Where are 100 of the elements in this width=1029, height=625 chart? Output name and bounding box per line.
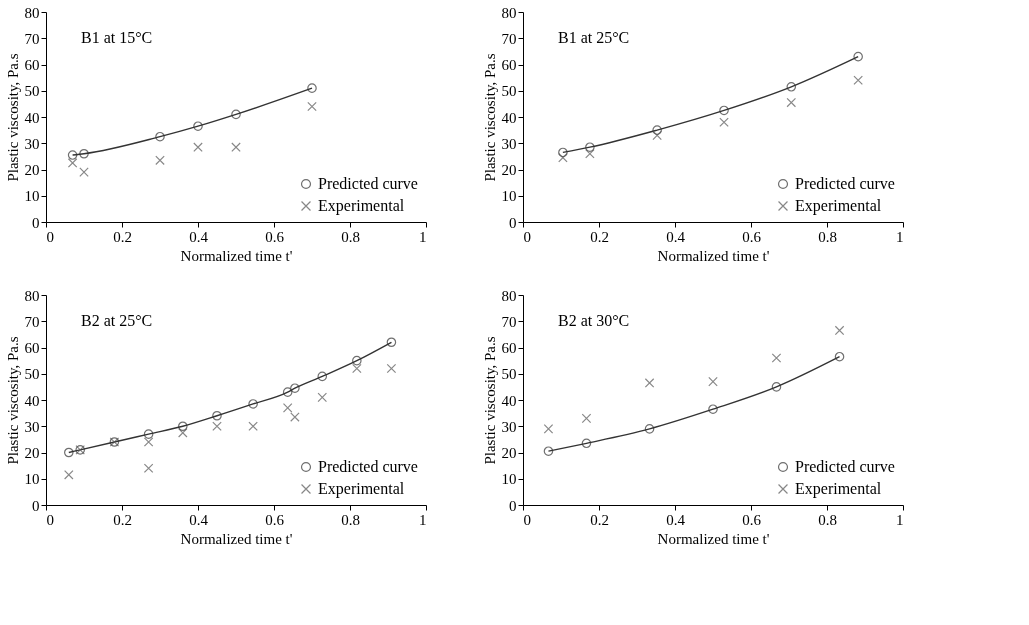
point: [282, 387, 293, 397]
x-tick-label: 0.8: [341, 511, 360, 528]
legend-label: Predicted curve: [795, 458, 895, 475]
point: [248, 399, 258, 409]
point: [771, 353, 782, 363]
x-tick-label: 0.4: [189, 511, 209, 528]
point: [558, 152, 568, 163]
point: [67, 158, 78, 168]
annotation: B2 at 25°C: [81, 312, 153, 329]
point: [143, 463, 154, 474]
point: [317, 371, 328, 382]
annotation: B2 at 30°C: [558, 312, 630, 329]
point: [178, 421, 188, 432]
y-tick-label: 60: [501, 340, 517, 356]
point: [212, 410, 222, 421]
point: [231, 142, 241, 152]
y-tick-label: 70: [24, 30, 40, 47]
y-axis-title: Plastic viscosity, Pa.s: [481, 336, 498, 465]
legend-label: Experimental: [795, 197, 882, 215]
y-tick-label: 40: [501, 109, 517, 126]
point: [290, 412, 300, 422]
legend-label: Predicted curve: [318, 175, 418, 192]
point: [708, 376, 718, 387]
x-tick-label: 0.8: [818, 228, 837, 245]
y-tick-label: 50: [24, 366, 40, 383]
point: [155, 155, 165, 166]
y-tick-label: 0: [509, 497, 517, 514]
y-tick-label: 50: [501, 366, 517, 383]
y-tick-label: 70: [24, 313, 40, 330]
y-axis-title: Plastic viscosity, Pa.s: [481, 53, 498, 182]
point: [307, 83, 317, 93]
point: [143, 429, 154, 439]
point: [719, 105, 729, 116]
y-tick-label: 10: [24, 188, 40, 205]
x-tick-label: 0.2: [590, 511, 609, 528]
y-tick-label: 70: [501, 313, 517, 330]
point: [155, 131, 165, 142]
point: [248, 421, 258, 432]
point: [317, 392, 328, 403]
point: [193, 121, 203, 131]
x-axis-title: Normalized time t': [657, 530, 770, 547]
point: [64, 470, 74, 480]
y-tick-label: 80: [501, 287, 517, 304]
y-tick-label: 80: [24, 287, 40, 304]
point: [64, 447, 74, 458]
x-tick-label: 0.2: [113, 228, 132, 245]
y-tick-label: 20: [501, 445, 517, 461]
y-axis-title: Plastic viscosity, Pa.s: [4, 53, 21, 182]
x-tick-label: 1: [419, 511, 427, 528]
x-tick-label: 1: [896, 511, 904, 528]
y-tick-label: 40: [501, 392, 517, 409]
y-tick-label: 30: [24, 418, 40, 435]
x-tick-label: 0.2: [113, 511, 132, 528]
x-axis-title: Normalized time t': [180, 530, 293, 547]
point: [386, 337, 397, 348]
point: [212, 421, 222, 432]
y-tick-label: 0: [32, 497, 40, 514]
point: [771, 382, 782, 392]
point: [834, 325, 845, 336]
point: [786, 82, 797, 92]
point: [585, 142, 595, 152]
y-tick-label: 50: [501, 83, 517, 100]
y-tick-label: 20: [24, 162, 40, 178]
y-tick-label: 40: [24, 392, 40, 409]
x-axis-title: Normalized time t': [657, 247, 770, 264]
y-tick-label: 20: [501, 162, 517, 178]
x-tick-label: 0.4: [666, 511, 686, 528]
point: [543, 446, 554, 456]
point: [79, 167, 89, 177]
x-tick-label: 0.4: [666, 228, 686, 245]
point: [178, 428, 188, 438]
point: [558, 147, 568, 158]
y-tick-label: 10: [501, 188, 517, 205]
y-tick-label: 80: [501, 4, 517, 21]
point: [786, 97, 797, 108]
x-tick-label: 1: [419, 228, 427, 245]
x-tick-label: 1: [896, 228, 904, 245]
y-axis-title: Plastic viscosity, Pa.s: [4, 336, 21, 465]
point: [193, 142, 203, 152]
point: [231, 109, 241, 120]
point: [581, 438, 592, 449]
x-tick-label: 0: [523, 228, 531, 245]
y-tick-label: 50: [24, 83, 40, 100]
legend-label: Experimental: [318, 197, 405, 215]
x-tick-label: 0: [46, 511, 54, 528]
point: [352, 355, 362, 366]
x-tick-label: 0.8: [818, 511, 837, 528]
x-tick-label: 0.6: [742, 511, 762, 528]
point: [352, 363, 362, 374]
x-tick-label: 0.4: [189, 228, 209, 245]
point: [143, 437, 154, 447]
x-tick-label: 0: [46, 228, 54, 245]
point: [79, 148, 89, 159]
point: [719, 117, 729, 128]
y-tick-label: 10: [24, 471, 40, 488]
point: [644, 378, 655, 388]
point: [581, 413, 592, 424]
point: [644, 424, 655, 434]
y-tick-label: 40: [24, 109, 40, 126]
y-tick-label: 60: [501, 57, 517, 73]
